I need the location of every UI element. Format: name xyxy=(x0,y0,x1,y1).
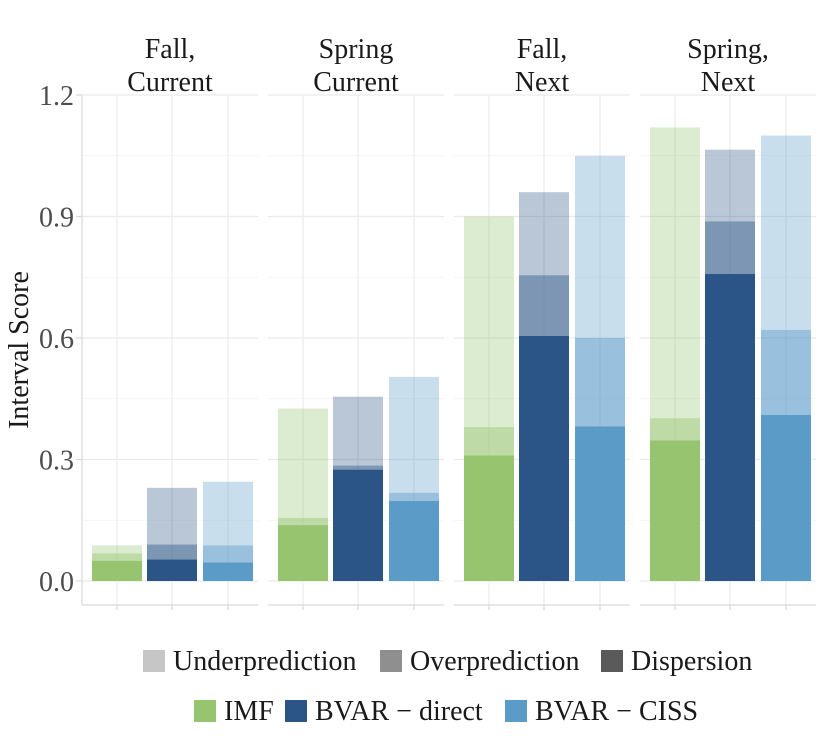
facet-title-line: Next xyxy=(515,67,570,98)
legend: Underprediction Overprediction Dispersion I… xyxy=(143,646,752,727)
bar-segment-underprediction xyxy=(705,149,755,222)
bar-segment-overprediction xyxy=(464,427,514,456)
facet-title-line: Spring, xyxy=(687,34,769,65)
y-tick-label: 0.9 xyxy=(39,203,74,234)
legend-swatch-overprediction xyxy=(380,650,402,672)
bar-segment-underprediction xyxy=(761,135,811,330)
facet-panel-3: Fall,Next xyxy=(454,34,630,610)
bar-segment-dispersion xyxy=(389,500,439,581)
bar-segment-underprediction xyxy=(519,192,569,276)
bar-segment-dispersion xyxy=(464,455,514,581)
legend-components: Underprediction Overprediction Dispersion xyxy=(143,646,752,677)
bar-segment-overprediction xyxy=(333,465,383,470)
bar-segment-dispersion xyxy=(705,274,755,581)
facet-panels: Fall,CurrentSpringCurrentFall,NextSpring… xyxy=(82,34,816,610)
legend-label-model-1: IMF xyxy=(224,696,274,727)
legend-label-overprediction: Overprediction xyxy=(410,646,580,677)
bar-1-1 xyxy=(92,545,142,581)
bar-segment-underprediction xyxy=(203,481,253,546)
bar-segment-underprediction xyxy=(333,396,383,466)
bar-segment-dispersion xyxy=(203,562,253,581)
bar-segment-overprediction xyxy=(203,545,253,563)
bar-segment-underprediction xyxy=(147,487,197,545)
legend-swatch-model-1 xyxy=(194,700,216,722)
facet-title-line: Spring xyxy=(319,34,394,65)
bar-segment-overprediction xyxy=(575,338,625,427)
y-tick-label: 1.2 xyxy=(39,81,74,112)
bar-1-3 xyxy=(203,481,253,581)
bar-2-1 xyxy=(278,408,328,581)
facet-title-line: Current xyxy=(127,67,213,98)
bar-segment-underprediction xyxy=(650,127,700,419)
legend-swatch-model-2 xyxy=(285,700,307,722)
bar-segment-dispersion xyxy=(761,414,811,581)
bar-segment-dispersion xyxy=(519,335,569,581)
facet-panel-4: Spring,Next xyxy=(640,34,816,610)
bar-3-2 xyxy=(519,192,569,581)
facet-title-line: Current xyxy=(313,67,399,98)
legend-label-dispersion: Dispersion xyxy=(631,646,752,677)
bar-1-2 xyxy=(147,487,197,581)
bar-4-2 xyxy=(705,149,755,581)
bar-segment-dispersion xyxy=(147,559,197,581)
bar-segment-overprediction xyxy=(389,492,439,501)
bar-segment-overprediction xyxy=(519,275,569,336)
bar-segment-underprediction xyxy=(575,155,625,338)
bar-segment-overprediction xyxy=(705,221,755,275)
bar-segment-overprediction xyxy=(650,418,700,441)
legend-swatch-underprediction xyxy=(143,650,165,672)
bar-segment-dispersion xyxy=(650,440,700,581)
y-tick-label: 0.3 xyxy=(39,446,74,477)
bar-3-3 xyxy=(575,155,625,581)
bar-segment-dispersion xyxy=(278,525,328,581)
facet-panel-1: Fall,Current xyxy=(82,34,258,610)
legend-models: IMF BVAR − direct BVAR − CISS xyxy=(194,696,698,727)
y-tick-label: 0.0 xyxy=(39,567,74,598)
bar-3-1 xyxy=(464,216,514,581)
bar-segment-dispersion xyxy=(92,560,142,581)
bar-segment-overprediction xyxy=(761,329,811,415)
legend-swatch-dispersion xyxy=(601,650,623,672)
bar-segment-overprediction xyxy=(278,517,328,526)
bar-segment-overprediction xyxy=(92,553,142,561)
facet-title-line: Fall, xyxy=(517,34,568,65)
bar-segment-underprediction xyxy=(278,408,328,518)
bar-segment-dispersion xyxy=(575,426,625,581)
bar-segment-overprediction xyxy=(147,544,197,560)
legend-label-model-2: BVAR − direct xyxy=(315,696,483,727)
bar-2-3 xyxy=(389,376,439,581)
bar-segment-dispersion xyxy=(333,469,383,581)
y-tick-label: 0.6 xyxy=(39,324,74,355)
bar-4-3 xyxy=(761,135,811,581)
bar-segment-underprediction xyxy=(464,216,514,428)
facet-title-line: Next xyxy=(701,67,756,98)
bar-segment-underprediction xyxy=(92,545,142,554)
y-axis: 0.0 0.3 0.6 0.9 1.2 xyxy=(39,81,83,605)
y-axis-label: Interval Score xyxy=(4,271,35,429)
facet-title-line: Fall, xyxy=(145,34,196,65)
bar-2-2 xyxy=(333,396,383,581)
legend-label-underprediction: Underprediction xyxy=(173,646,357,677)
legend-label-model-3: BVAR − CISS xyxy=(535,696,698,727)
legend-swatch-model-3 xyxy=(505,700,527,722)
bar-segment-underprediction xyxy=(389,376,439,493)
bar-4-1 xyxy=(650,127,700,581)
